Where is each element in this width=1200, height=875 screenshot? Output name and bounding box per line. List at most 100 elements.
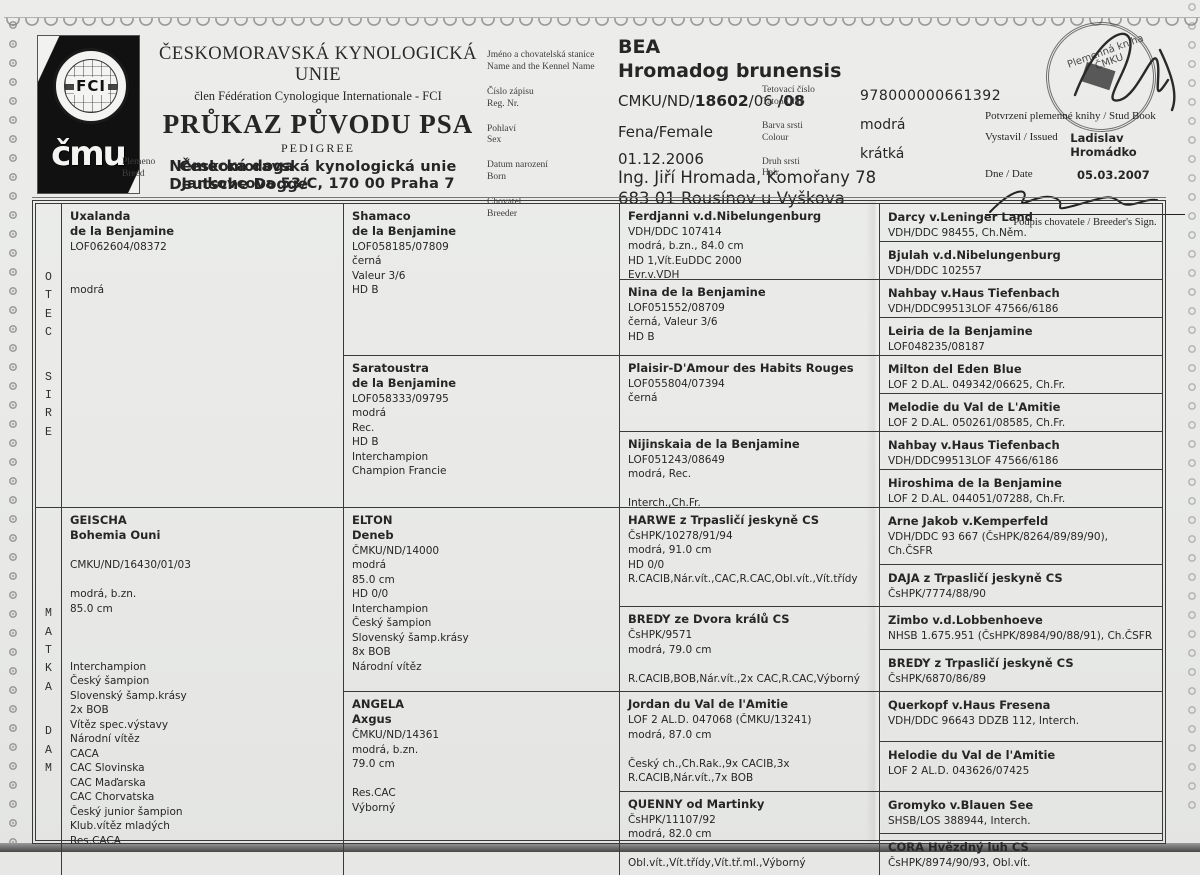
dog-name-text: ELTON Deneb	[352, 513, 394, 542]
dog-details-text: LOF062604/08372 modrá	[70, 240, 167, 297]
dog-name-text: Jordan du Val de l'Amitie	[628, 697, 788, 712]
dog-name-text: Melodie du Val de L'Amitie	[888, 400, 1061, 414]
dog-breeder: Ing. Jiří Hromada, Komořany 78 683 01 Ro…	[618, 168, 877, 208]
issued-by: Ladislav Hromádko	[1070, 131, 1137, 159]
dog-details-text: VDH/DDC 96643 DDZB 112, Interch.	[888, 715, 1080, 728]
dog-name-text: Gromyko v.Blauen See	[888, 797, 1034, 812]
decorative-border-top	[4, 17, 1200, 31]
pedigree-cell: Nahbay v.Haus Tiefenbach VDH/DDC99513LOF…	[880, 280, 1162, 318]
dog-name-text: DAJA z Trpasličí jeskyně CS	[888, 570, 1063, 585]
pedigree-cell: BREDY ze Dvora králů CS ČsHPK/9571 modrá…	[620, 607, 880, 693]
pedigree-table: O T E C S I R E Uxalanda de la Benjamine…	[32, 200, 1166, 875]
dog-tattoo: 978000000661392	[860, 88, 1002, 104]
fci-cmku-logo: FCI čmu	[38, 36, 139, 193]
dog-details-text: LOF051243/08649 modrá, Rec. Interch.,Ch.…	[628, 453, 725, 507]
pedigree-cell: Shamaco de la Benjamine LOF058185/07809 …	[344, 204, 620, 356]
dog-name-text: Nahbay v.Haus Tiefenbach	[888, 438, 1060, 452]
dog-name-text: ANGELA Axgus	[352, 697, 405, 727]
dog-name-text: Hiroshima de la Benjamine	[888, 476, 1062, 490]
dog-sex: Fena/Female	[618, 123, 714, 141]
breed-row: Plemeno Breed Německá doga Deutsche Dogg…	[122, 157, 308, 193]
dog-name-text: Milton del Eden Blue	[888, 362, 1022, 376]
colour-label: Barva srsti Colour	[762, 120, 803, 143]
dog-details-text: ČsHPK/9571 modrá, 79.0 cm R.CACIB,BOB,Ná…	[628, 629, 860, 685]
cmu-logo-text: čmu	[51, 134, 127, 174]
header-divider	[32, 197, 1166, 198]
reg-mid: /06	[748, 92, 778, 110]
dog-name-text: Uxalanda de la Benjamine	[70, 209, 175, 238]
issue-date: 05.03.2007	[1077, 168, 1150, 182]
pedigree-cell: Zimbo v.d.Lobbenhoeve NHSB 1.675.951 (Čs…	[880, 607, 1162, 650]
dog-details-text: LOF055804/07394 černá	[628, 377, 725, 405]
dog-name: BEA Hromadog brunensis	[618, 36, 842, 82]
dog-name-text: Ferdjanni v.d.Nibelungenburg	[628, 209, 822, 223]
dog-details-text: VDH/DDC 107414 modrá, b.zn., 84.0 cm HD …	[628, 225, 744, 280]
pedigree-cell: Nahbay v.Haus Tiefenbach VDH/DDC99513LOF…	[880, 432, 1162, 470]
pedigree-cell: CORA Hvězdný luh CS ČsHPK/8974/90/93, Ob…	[880, 834, 1162, 875]
dog-details-text: LOF048235/08187	[888, 340, 985, 353]
org-name: ČESKOMORAVSKÁ KYNOLOGICKÁ UNIE	[159, 44, 477, 85]
dog-details-text: LOF 2 AL.D. 047068 (ČMKU/13241) modrá, 8…	[628, 714, 812, 785]
dog-details-text: ČsHPK/10278/91/94 modrá, 91.0 cm HD 0/0 …	[628, 529, 858, 586]
dog-name-text: Shamaco de la Benjamine	[352, 209, 457, 238]
dog-details-text: LOF 2 D.AL. 044051/07288, Ch.Fr.	[888, 492, 1066, 505]
dam-section: M A T K A D A M GEISCHA Bohemia Ouni CMK…	[36, 508, 1162, 875]
dog-name-text: Nahbay v.Haus Tiefenbach	[888, 286, 1060, 300]
dog-colour: modrá	[860, 117, 906, 133]
breed-value: Německá doga Deutsche Dogge	[169, 157, 309, 193]
tattoo-label: Tetovací číslo Tatoo/Chip	[762, 85, 815, 107]
dog-details-text: LOF058185/07809 černá Valeur 3/6 HD B	[352, 240, 449, 297]
org-address: Českomoravská kynologická unie Jankovcov…	[179, 159, 457, 192]
dog-details-text: ČsHPK/8974/90/93, Obl.vít.	[888, 856, 1031, 869]
sire-vertical-label: O T E C S I R E	[36, 204, 62, 507]
pedigree-cell: ANGELA Axgus ČMKU/ND/14361 modrá, b.zn. …	[344, 692, 620, 875]
pedigree-cell: Arne Jakob v.Kemperfeld VDH/DDC 93 667 (…	[880, 508, 1162, 565]
dog-born: 01.12.2006	[618, 150, 704, 168]
dog-name-text: Zimbo v.d.Lobbenhoeve	[888, 613, 1043, 628]
dog-name-text: Nina de la Benjamine	[628, 285, 766, 299]
dog-details-text: ČsHPK/7774/88/90	[888, 587, 986, 600]
studbook-confirm: Potvrzení plemenné knihy / Stud Book	[985, 110, 1156, 122]
dog-details-text: VDH/DDC 93 667 (ČsHPK/8264/89/89/90), Ch…	[888, 530, 1109, 558]
fci-logo-text: FCI	[74, 77, 108, 95]
issued-label: Vystavil / Issued	[985, 131, 1058, 143]
matka-label: M A T K A	[45, 607, 52, 694]
dog-name-text: Querkopf v.Haus Fresena	[888, 698, 1051, 713]
hair-label: Druh srsti Hair	[762, 156, 800, 179]
dog-details-text: NHSB 1.675.951 (ČsHPK/8984/90/88/91), Ch…	[888, 630, 1153, 643]
dog-details-text: ČsHPK/6870/86/89	[888, 672, 986, 685]
breed-label: Plemeno Breed	[122, 157, 156, 179]
dog-name-text: QUENNY od Martinky	[628, 796, 765, 811]
reg-label: Číslo zápisu Reg. Nr.	[487, 86, 534, 109]
org-member-line: člen Fédération Cynologique Internationa…	[194, 89, 442, 103]
document-subtitle: PEDIGREE	[281, 141, 355, 155]
dog-details-text: VDH/DDC99513LOF 47566/6186	[888, 302, 1059, 315]
pedigree-cell: Saratoustra de la Benjamine LOF058333/09…	[344, 356, 620, 507]
pedigree-cell: Leiria de la Benjamine LOF048235/08187	[880, 318, 1162, 356]
dog-name-text: Darcy v.Leninger Land	[888, 210, 1033, 224]
dog-name-text: GEISCHA Bohemia Ouni	[70, 513, 161, 542]
dog-details-text: VDH/DDC 98455, Ch.Něm.	[888, 226, 1027, 239]
pedigree-cell-sire: Uxalanda de la Benjamine LOF062604/08372…	[62, 204, 344, 507]
dog-name-text: CORA Hvězdný luh CS	[888, 840, 1029, 854]
breeder-signature	[989, 190, 1158, 213]
pedigree-cell: Darcy v.Leninger Land VDH/DDC 98455, Ch.…	[880, 204, 1162, 242]
pedigree-cell: BREDY z Trpasličí jeskyně CS ČsHPK/6870/…	[880, 650, 1162, 693]
dog-name-text: BREDY z Trpasličí jeskyně CS	[888, 655, 1074, 670]
pedigree-cell: DAJA z Trpasličí jeskyně CS ČsHPK/7774/8…	[880, 565, 1162, 608]
dog-name-text: Leiria de la Benjamine	[888, 324, 1033, 338]
pedigree-cell: ELTON Deneb ČMKU/ND/14000 modrá 85.0 cm …	[344, 508, 620, 693]
sex-label: Pohlaví Sex	[487, 123, 517, 146]
dog-details-text: LOF 2 D.AL. 050261/08585, Ch.Fr.	[888, 416, 1066, 429]
paper-fold-shadow	[866, 200, 882, 842]
pedigree-cell: Hiroshima de la Benjamine LOF 2 D.AL. 04…	[880, 470, 1162, 507]
registration-number: CMKU/ND/18602/06 /08	[618, 92, 805, 110]
pedigree-cell: QUENNY od Martinky ČsHPK/11107/92 modrá,…	[620, 791, 880, 875]
dog-details-text: LOF 2 AL.D. 043626/07425	[888, 764, 1030, 777]
reg-suffix: /08	[777, 92, 805, 110]
studbook-box: Potvrzení plemenné knihy / Stud Book Vys…	[985, 110, 1185, 228]
dog-field-labels: Jméno a chovatelská stanice Name and the…	[487, 50, 607, 234]
studbook-signature	[1073, 32, 1176, 112]
dog-name-text: HARWE z Trpasličí jeskyně CS	[628, 513, 820, 527]
